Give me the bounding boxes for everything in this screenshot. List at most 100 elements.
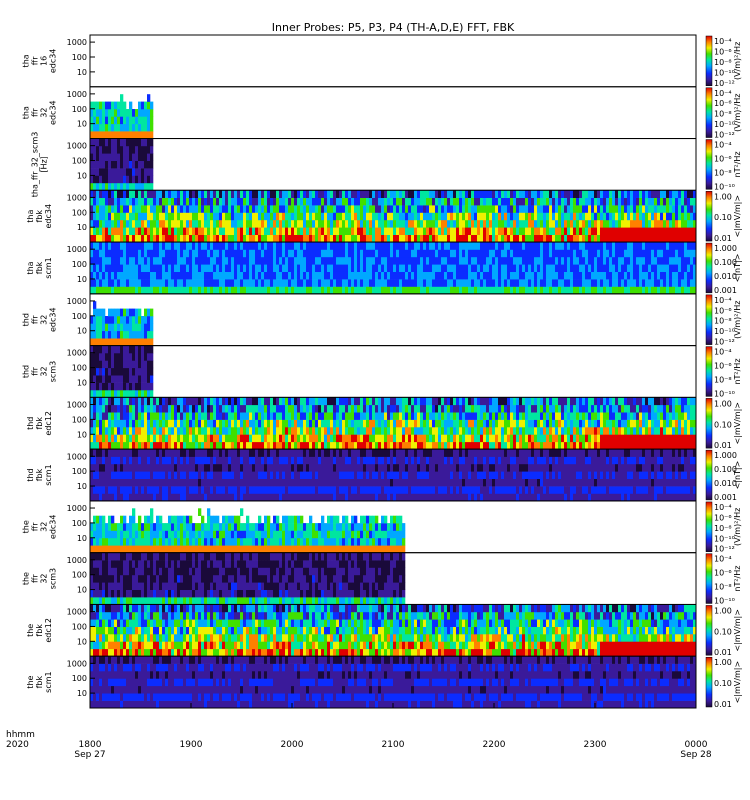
spectrogram-cell: [666, 242, 670, 250]
spectrogram-cell: [441, 441, 445, 450]
spectrogram-cell: [339, 286, 343, 295]
spectrogram-cell: [141, 434, 145, 443]
spectrogram-cell: [99, 397, 103, 406]
colorbar-tick-label: 10⁻¹⁰: [714, 389, 735, 398]
spectrogram-cell: [108, 256, 112, 265]
spectrogram-cell: [549, 271, 553, 280]
spectrogram-cell: [408, 242, 412, 250]
spectrogram-cell: [576, 271, 580, 280]
spectrogram-cell: [165, 434, 169, 443]
spectrogram-cell: [255, 264, 259, 272]
spectrogram-cell: [516, 190, 520, 198]
spectrogram-cell: [297, 404, 301, 413]
spectrogram-cell: [504, 205, 508, 213]
spectrogram-cell: [540, 197, 544, 206]
spectrogram-cell: [132, 109, 136, 117]
spectrogram-cell: [537, 190, 541, 198]
spectrogram-cell: [273, 242, 277, 250]
spectrogram-cell: [153, 397, 157, 406]
spectrogram-cell: [636, 227, 640, 235]
spectrogram-cell: [147, 249, 151, 258]
spectrogram-cell: [393, 404, 397, 413]
spectrogram-cell: [387, 205, 391, 213]
spectrogram-cell: [495, 279, 499, 287]
spectrogram-cell: [258, 286, 262, 295]
spectrogram-cell: [144, 427, 148, 435]
spectrogram-cell: [357, 242, 361, 250]
spectrogram-cell: [672, 249, 676, 258]
spectrogram-cell: [543, 434, 547, 443]
spectrogram-cell: [552, 197, 556, 206]
spectrogram-cell: [363, 427, 367, 435]
spectrogram-cell: [303, 212, 307, 221]
spectrogram-cell: [552, 279, 556, 287]
spectrogram-cell: [444, 397, 448, 406]
spectrogram-cell: [528, 256, 532, 265]
spectrogram-cell: [306, 249, 310, 258]
spectrogram-cell: [534, 427, 538, 435]
spectrogram-cell: [93, 242, 97, 250]
spectrogram-cell: [195, 264, 199, 272]
spectrogram-cell: [135, 382, 139, 391]
spectrogram-cell: [249, 412, 253, 420]
spectrogram-cell: [135, 242, 139, 250]
spectrogram-cell: [330, 441, 334, 450]
spectrogram-cell: [273, 271, 277, 280]
spectrogram-cell: [396, 441, 400, 450]
spectrogram-cell: [120, 242, 124, 250]
spectrogram-cell: [135, 419, 139, 428]
spectrogram-cell: [126, 197, 130, 206]
ylabel-line: 16: [39, 56, 48, 66]
spectrogram-cell: [291, 219, 295, 228]
spectrogram-cell: [618, 441, 622, 450]
spectrogram-cell: [135, 390, 139, 398]
spectrogram-cell: [363, 242, 367, 250]
spectrogram-cell: [321, 197, 325, 206]
spectrogram-cell: [411, 242, 415, 250]
spectrogram-cell: [108, 205, 112, 213]
spectrogram-cell: [633, 412, 637, 420]
spectrogram-cell: [561, 197, 565, 206]
spectrogram-cell: [414, 397, 418, 406]
spectrogram-cell: [378, 227, 382, 235]
spectrogram-cell: [333, 404, 337, 413]
spectrogram-cell: [171, 234, 175, 243]
spectrogram-cell: [339, 242, 343, 250]
spectrogram-cell: [93, 486, 97, 494]
spectrogram-cell: [159, 197, 163, 206]
spectrogram-cell: [690, 205, 694, 213]
spectrogram-cell: [498, 219, 502, 228]
spectrogram-cell: [129, 168, 133, 176]
spectrogram-cell: [630, 190, 634, 198]
spectrogram-cell: [669, 234, 673, 243]
spectrogram-cell: [105, 338, 109, 346]
spectrogram-cell: [264, 219, 268, 228]
spectrogram-cell: [669, 427, 673, 435]
spectrogram-cell: [495, 434, 499, 443]
spectrogram-cell: [273, 419, 277, 428]
spectrogram-cell: [573, 412, 577, 420]
spectrogram-cell: [108, 449, 112, 457]
spectrogram-cell: [141, 138, 145, 147]
spectrogram-cell: [639, 256, 643, 265]
spectrogram-cell: [291, 279, 295, 287]
spectrogram-cell: [522, 212, 526, 221]
spectrogram-cell: [333, 286, 337, 295]
spectrogram-cell: [582, 256, 586, 265]
spectrogram-cell: [537, 197, 541, 206]
spectrogram-cell: [558, 412, 562, 420]
spectrogram-cell: [423, 279, 427, 287]
spectrogram-cell: [654, 264, 658, 272]
spectrogram-cell: [660, 427, 664, 435]
spectrogram-cell: [180, 212, 184, 221]
spectrogram-cell: [99, 441, 103, 450]
spectrogram-cell: [186, 212, 190, 221]
spectrogram-cell: [579, 434, 583, 443]
spectrogram-cell: [216, 419, 220, 428]
spectrogram-cell: [684, 286, 688, 295]
spectrogram-cell: [318, 212, 322, 221]
spectrogram-cell: [600, 264, 604, 272]
spectrogram-cell: [624, 227, 628, 235]
spectrogram-cell: [537, 264, 541, 272]
spectrogram-cell: [318, 205, 322, 213]
